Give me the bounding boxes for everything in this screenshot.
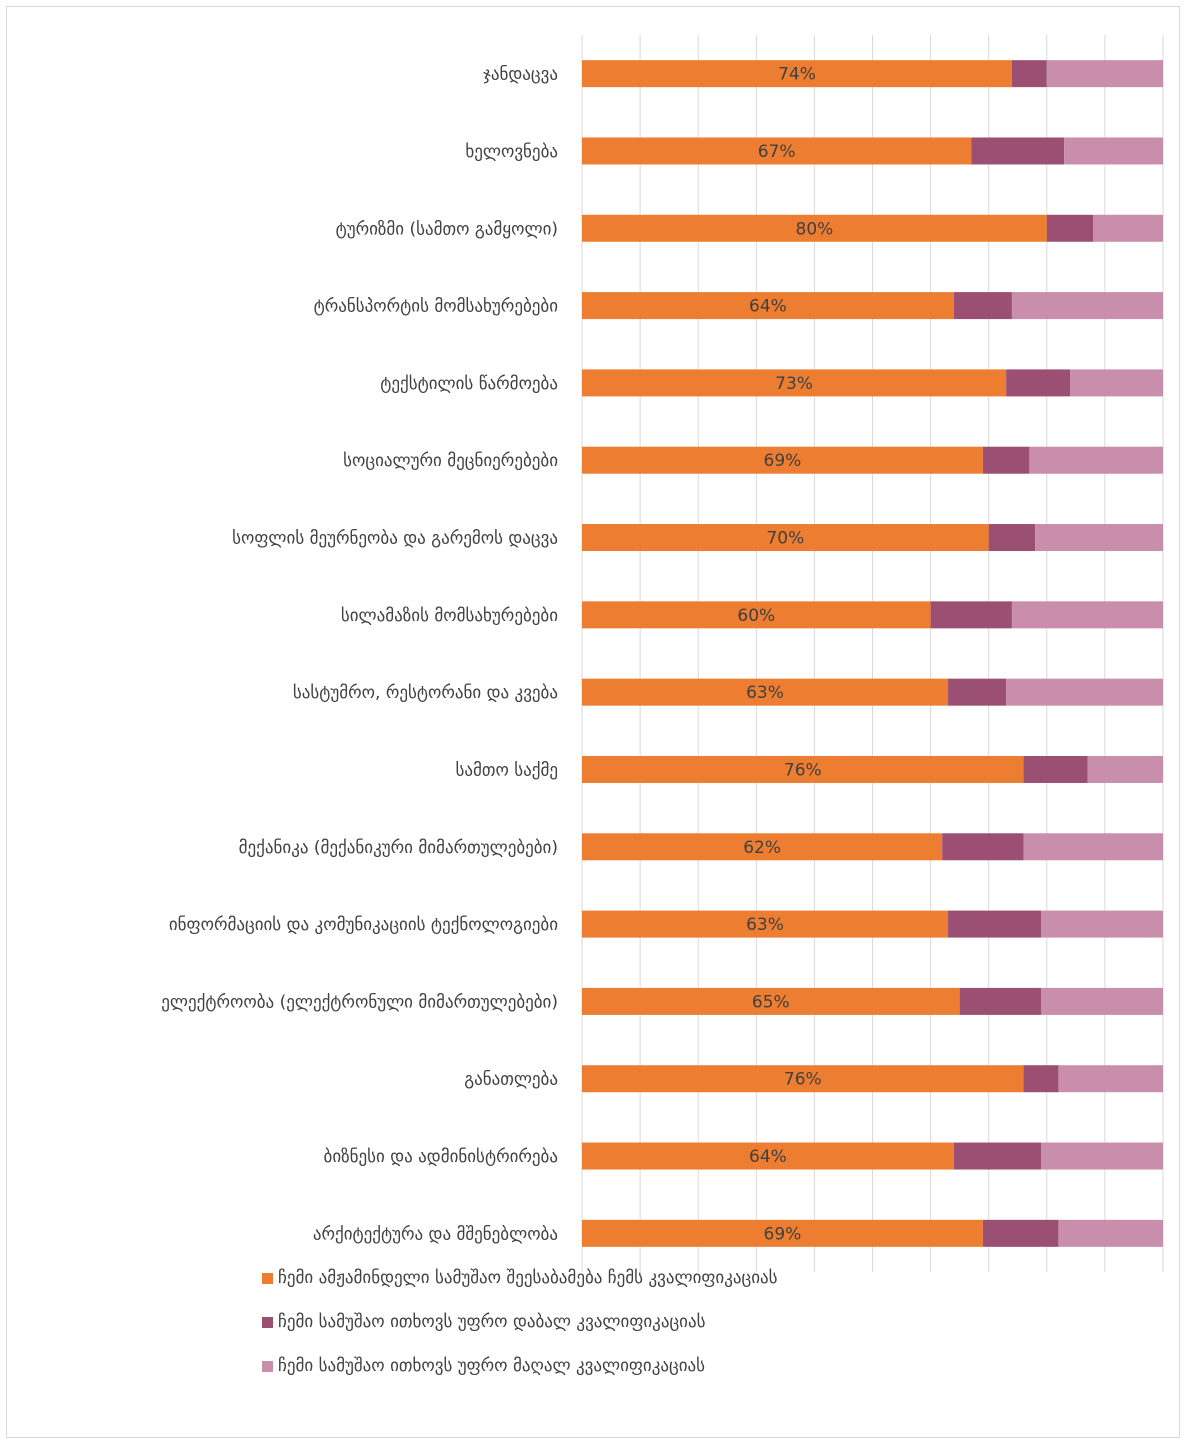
bar-segment-series-1 [582, 601, 931, 629]
bar-segment-series-2 [930, 601, 1012, 629]
bar-segment-series-3 [1058, 1219, 1163, 1247]
category-label: ტრანსპორტის მომსახურებები [314, 297, 558, 317]
legend-swatch [262, 1272, 273, 1284]
category-label: სასტუმრო, რესტორანი და კვება [293, 683, 558, 703]
legend-swatch [262, 1360, 273, 1372]
bar-segment-series-3 [1040, 1142, 1163, 1170]
data-label: 70% [766, 529, 804, 549]
bar-segment-series-3 [1040, 910, 1163, 938]
bar-segment-series-2 [953, 292, 1012, 320]
data-label: 73% [775, 374, 813, 394]
bar-segment-series-1 [582, 1219, 983, 1247]
bar-segment-series-3 [1093, 214, 1163, 242]
category-label: ტურიზმი (სამთო გამყოლი) [336, 219, 558, 239]
bar-segment-series-3 [1064, 137, 1163, 165]
bar-segment-series-3 [1011, 601, 1163, 629]
bar-segment-series-1 [582, 755, 1024, 783]
bar-segment-series-3 [1046, 60, 1163, 88]
bar-segment-series-2 [948, 678, 1007, 706]
legend: ჩემი ამჟამინდელი სამუშაო შეესაბამება ჩემ… [262, 1256, 778, 1388]
bar-segment-series-3 [1029, 446, 1163, 474]
legend-item: ჩემი ამჟამინდელი სამუშაო შეესაბამება ჩემ… [262, 1256, 778, 1300]
data-label: 63% [746, 915, 784, 935]
bar-segment-series-1 [582, 292, 954, 320]
data-label: 64% [749, 297, 787, 317]
category-label: მექანიკა (მექანიკური მიმართულებები) [239, 838, 558, 858]
bar-segment-series-1 [582, 1065, 1024, 1093]
bar-segment-series-3 [1023, 833, 1163, 861]
bar-segment-series-2 [953, 1142, 1041, 1170]
bar-segment-series-3 [1070, 369, 1163, 397]
bar-segment-series-2 [1046, 214, 1094, 242]
category-label: სოციალური მეცნიერებები [343, 451, 558, 471]
bar-segment-series-2 [1023, 755, 1088, 783]
category-label: ბიზნესი და ადმინისტრირება [324, 1147, 558, 1167]
bar-segment-series-3 [1087, 755, 1163, 783]
bar-segment-series-1 [582, 678, 949, 706]
data-label: 80% [796, 219, 834, 239]
bar-segment-series-1 [582, 369, 1007, 397]
category-label: სამთო საქმე [455, 760, 558, 780]
category-label: ჯანდაცვა [483, 65, 558, 85]
bar-segment-series-3 [1035, 524, 1163, 552]
bar-segment-series-1 [582, 524, 989, 552]
bar-segment-series-1 [582, 987, 960, 1015]
bar-segment-series-2 [1006, 369, 1071, 397]
data-label: 69% [764, 1224, 802, 1244]
legend-item: ჩემი სამუშაო ითხოვს უფრო მაღალ კვალიფიკა… [262, 1344, 778, 1388]
bar-segment-series-2 [988, 524, 1036, 552]
data-label: 76% [784, 760, 822, 780]
legend-swatch [262, 1316, 273, 1328]
data-label: 74% [778, 65, 816, 85]
category-label: არქიტექტურა და მშენებლობა [313, 1224, 558, 1244]
legend-label: ჩემი სამუშაო ითხოვს უფრო მაღალ კვალიფიკა… [278, 1356, 706, 1376]
bar-segment-series-2 [942, 833, 1024, 861]
bar-segment-series-1 [582, 833, 943, 861]
bar-segment-series-3 [1040, 987, 1163, 1015]
bar-segment-series-1 [582, 446, 983, 474]
data-label: 67% [758, 142, 796, 162]
bar-segment-series-2 [948, 910, 1041, 938]
data-label: 62% [743, 838, 781, 858]
category-label: ინფორმაციის და კომუნიკაციის ტექნოლოგიები [169, 915, 558, 935]
bar-segment-series-1 [582, 137, 972, 165]
data-label: 76% [784, 1070, 822, 1090]
bar-segment-series-2 [982, 446, 1030, 474]
bar-segment-series-2 [1011, 60, 1047, 88]
category-label: ხელოვნება [465, 142, 558, 162]
category-label: ელექტროობა (ელექტრონული მიმართულებები) [161, 992, 558, 1012]
bar-segment-series-1 [582, 910, 949, 938]
category-label: განათლება [464, 1070, 558, 1090]
data-label: 63% [746, 683, 784, 703]
bar-segment-series-2 [982, 1219, 1059, 1247]
bar-segment-series-1 [582, 1142, 954, 1170]
data-label: 64% [749, 1147, 787, 1167]
bar-segment-series-1 [582, 214, 1047, 242]
category-label: ტექსტილის წარმოება [380, 374, 558, 394]
bar-segment-series-2 [1023, 1065, 1059, 1093]
bar-segment-series-3 [1006, 678, 1163, 706]
legend-label: ჩემი სამუშაო ითხოვს უფრო დაბალ კვალიფიკა… [278, 1312, 706, 1332]
bar-segment-series-2 [971, 137, 1065, 165]
legend-item: ჩემი სამუშაო ითხოვს უფრო დაბალ კვალიფიკა… [262, 1300, 778, 1344]
data-label: 65% [752, 992, 790, 1012]
category-label: სოფლის მეურნეობა და გარემოს დაცვა [232, 529, 558, 549]
legend-label: ჩემი ამჟამინდელი სამუშაო შეესაბამება ჩემ… [278, 1268, 778, 1288]
bar-segment-series-3 [1011, 292, 1163, 320]
chart-frame [6, 6, 1180, 1438]
data-label: 69% [764, 451, 802, 471]
bar-segment-series-1 [582, 60, 1012, 88]
category-label: სილამაზის მომსახურებები [341, 606, 558, 626]
bar-segment-series-2 [959, 987, 1041, 1015]
data-label: 60% [737, 606, 775, 626]
bar-segment-series-3 [1058, 1065, 1163, 1093]
